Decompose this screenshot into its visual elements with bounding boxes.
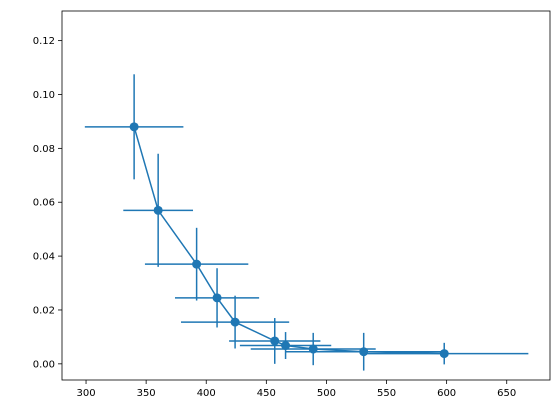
x-tick-label: 500	[317, 388, 336, 399]
plot-area	[84, 74, 529, 371]
x-tick-label: 600	[437, 388, 456, 399]
x-tick-label: 450	[257, 388, 276, 399]
y-tick-label: 0.12	[33, 36, 55, 47]
axes-frame	[61, 10, 551, 381]
data-point	[359, 347, 369, 357]
data-point	[308, 344, 318, 354]
x-tick-label: 300	[76, 388, 95, 399]
y-tick-label: 0.10	[33, 90, 55, 101]
data-point	[281, 341, 291, 351]
series-line	[133, 126, 445, 355]
data-point	[192, 259, 202, 269]
data-point	[439, 349, 449, 359]
axes: 300 350 400 450 500 550 600 650 0.00 0.02 0.04 0.06…	[33, 10, 551, 399]
y-tick-label: 0.06	[33, 198, 55, 209]
data-point	[270, 336, 280, 346]
x-tick-label: 650	[497, 388, 516, 399]
x-tick-label: 400	[197, 388, 216, 399]
data-point	[129, 122, 139, 132]
data-point	[153, 205, 163, 215]
y-tick-label: 0.08	[33, 144, 55, 155]
y-tick-label: 0.02	[33, 305, 55, 316]
y-tick-label: 0.04	[33, 252, 55, 263]
y-tick-label: 0.00	[33, 359, 55, 370]
x-tick-label: 350	[137, 388, 156, 399]
data-point	[212, 293, 222, 303]
data-point	[230, 317, 240, 327]
x-tick-label: 550	[377, 388, 396, 399]
